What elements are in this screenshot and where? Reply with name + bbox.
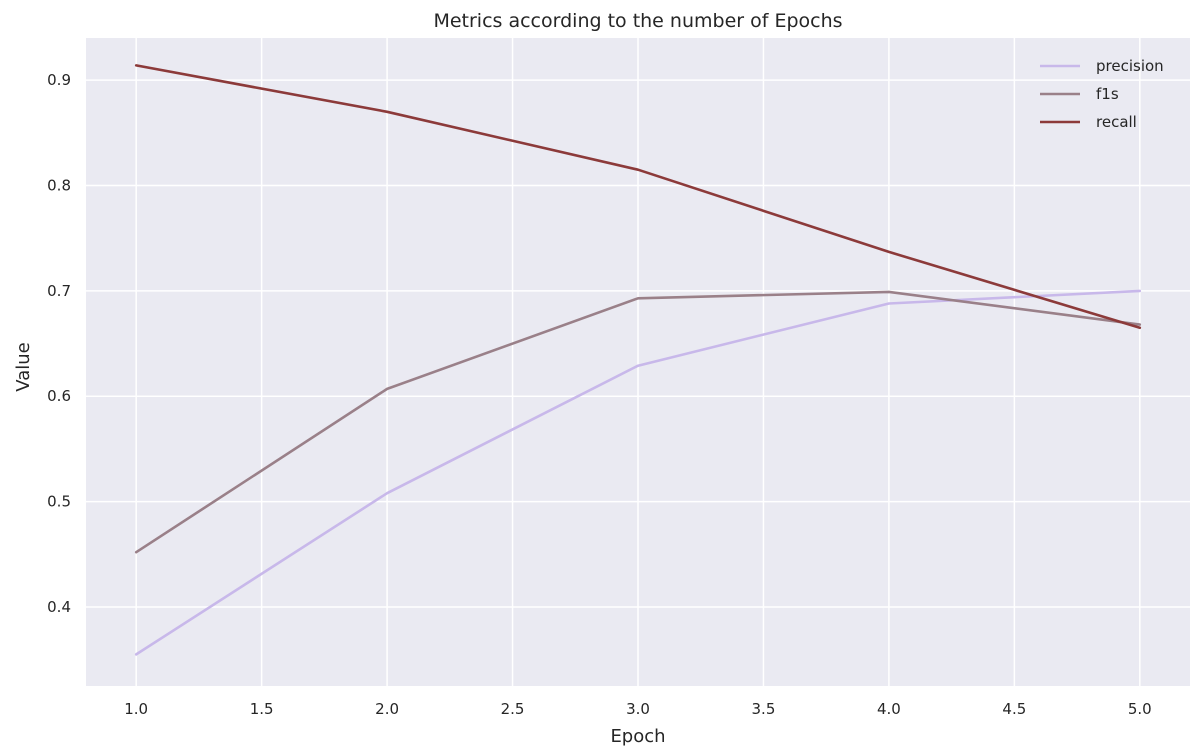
- series-line-f1s: [134, 290, 1142, 554]
- x-tick-label: 4.0: [877, 700, 901, 718]
- x-tick-label: 3.5: [752, 700, 776, 718]
- series-lines: [134, 64, 1142, 656]
- x-tick-label: 4.5: [1002, 700, 1026, 718]
- series-line-precision: [134, 289, 1142, 656]
- x-tick-label: 5.0: [1128, 700, 1152, 718]
- x-tick-label: 3.0: [626, 700, 650, 718]
- legend-label-precision: precision: [1096, 57, 1164, 75]
- legend-label-f1s: f1s: [1096, 85, 1119, 103]
- y-axis-label: Value: [13, 342, 34, 391]
- x-tick-labels: 1.0 1.5 2.0 2.5 3.0 3.5 4.0 4.5 5.0: [124, 700, 1151, 718]
- y-tick-label: 0.8: [47, 177, 71, 195]
- x-tick-label: 1.0: [124, 700, 148, 718]
- x-tick-label: 1.5: [250, 700, 274, 718]
- x-tick-label: 2.5: [501, 700, 525, 718]
- y-tick-label: 0.5: [47, 493, 71, 511]
- y-tick-label: 0.6: [47, 387, 71, 405]
- x-tick-label: 2.0: [375, 700, 399, 718]
- grid-lines: [86, 38, 1190, 686]
- y-tick-labels: 0.4 0.5 0.6 0.7 0.8 0.9: [47, 71, 71, 616]
- legend: precision f1s recall: [1040, 57, 1164, 131]
- chart-title: Metrics according to the number of Epoch…: [433, 10, 842, 32]
- x-axis-label: Epoch: [610, 726, 665, 747]
- y-tick-label: 0.4: [47, 598, 71, 616]
- legend-label-recall: recall: [1096, 113, 1137, 131]
- y-tick-label: 0.7: [47, 282, 71, 300]
- y-tick-label: 0.9: [47, 71, 71, 89]
